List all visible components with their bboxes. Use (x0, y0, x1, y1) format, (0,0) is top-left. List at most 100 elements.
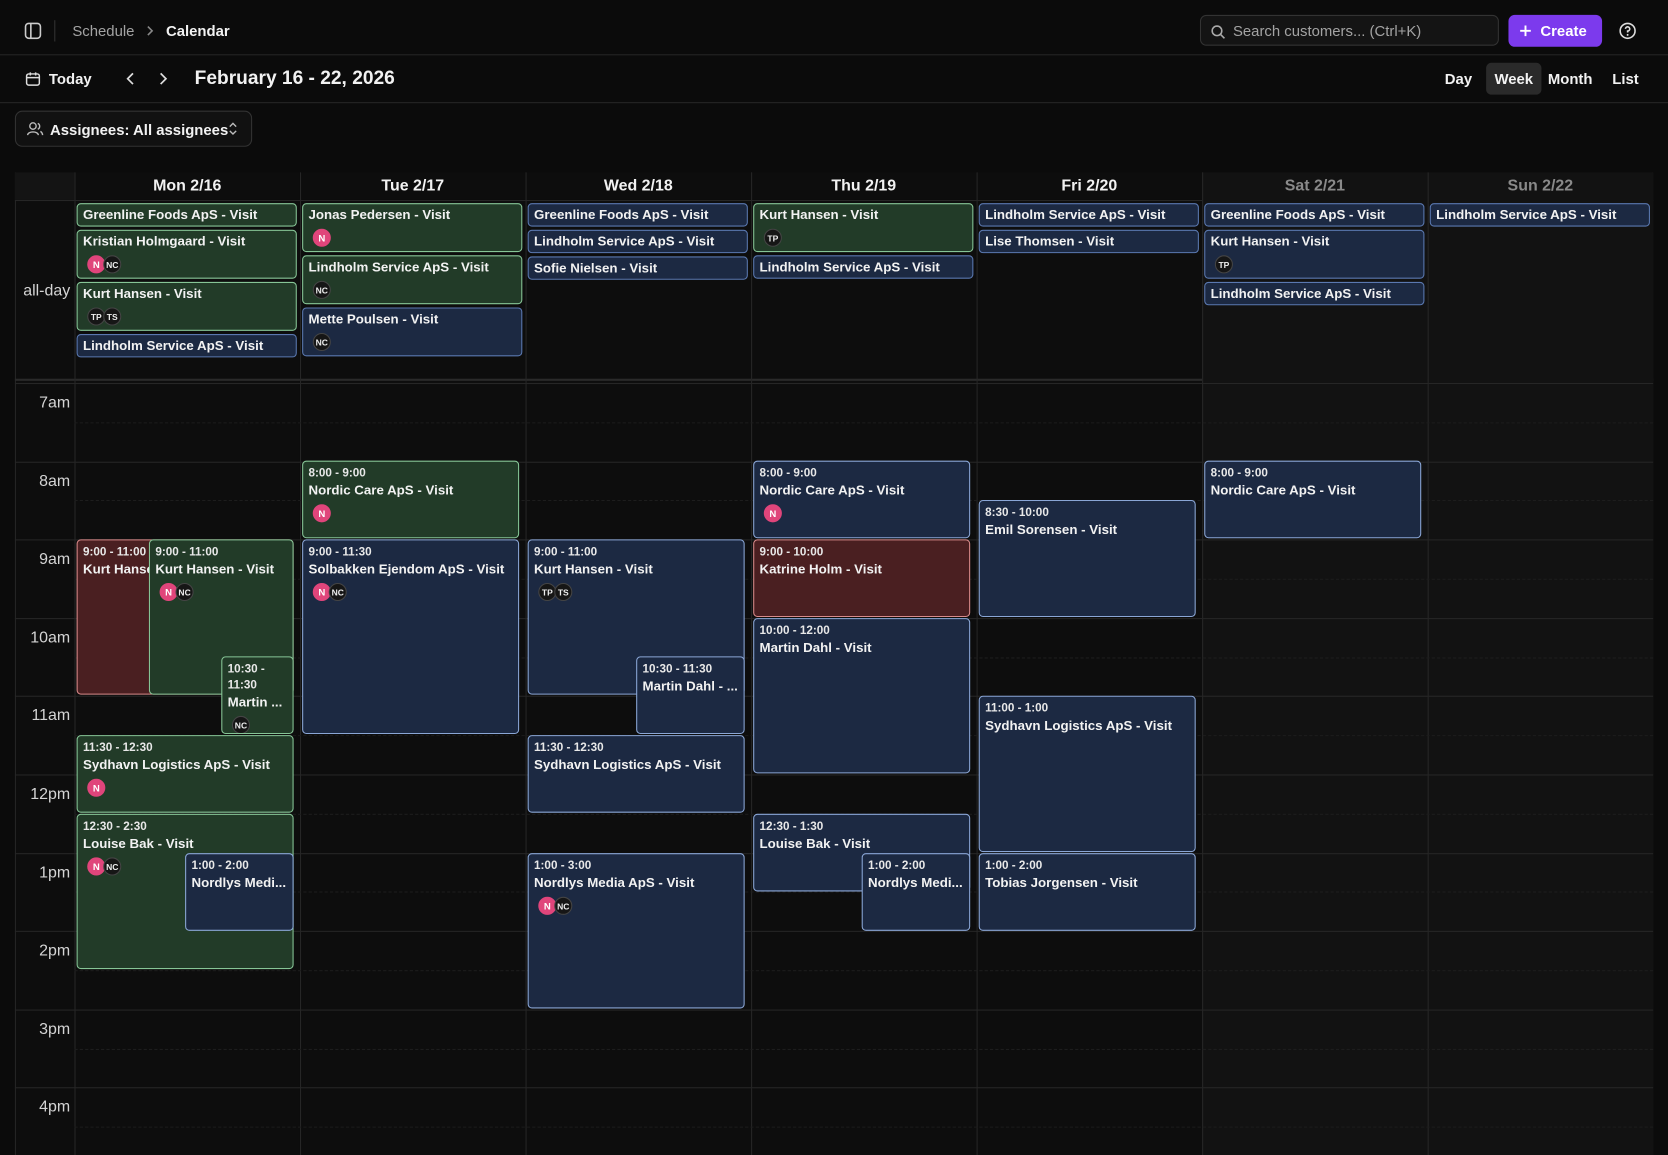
all-day-event[interactable]: Lise Thomsen - Visit (978, 229, 1199, 254)
hour-label: 10am (30, 628, 71, 647)
hour-label: 9am (39, 550, 71, 569)
prev-button[interactable] (124, 71, 137, 86)
all-day-events: Jonas Pedersen - Visit N Lindholm Service … (302, 203, 523, 357)
all-day-event[interactable]: Lindholm Service ApS - Visit (1204, 281, 1425, 306)
filter-label: Assignees: All assignees (49, 121, 229, 139)
timed-event[interactable]: 10:30 - 11:30 Martin Dahl - ... (636, 656, 745, 735)
event-title: Lindholm Service ApS - Visit (759, 259, 940, 275)
search-placeholder: Search customers... (Ctrl+K) (1232, 22, 1422, 40)
day-column (525, 172, 752, 1155)
all-day-event[interactable]: Lindholm Service ApS - Visit (76, 334, 297, 358)
create-label: Create (1540, 22, 1587, 40)
chevrons-icon (229, 122, 237, 136)
all-day-event[interactable]: Lindholm Service ApS - Visit (1429, 203, 1650, 227)
hour-line (14, 1009, 1654, 1011)
top-bar (0, 0, 1668, 56)
all-day-event[interactable]: Jonas Pedersen - Visit N (302, 203, 523, 253)
timed-event[interactable]: 8:00 - 9:00 Nordic Care ApS - Visit N (753, 460, 971, 539)
assignee-avatar: NC (175, 582, 194, 602)
all-day-event[interactable]: Mette Poulsen - Visit NC (302, 307, 523, 357)
event-title: Kristian Holmgaard - Visit (82, 234, 246, 249)
timed-event[interactable]: 11:30 - 12:30 Sydhavn Logistics ApS - Vis… (527, 735, 745, 813)
timed-event[interactable]: 11:00 - 1:00 Sydhavn Logistics ApS - Visi… (978, 695, 1196, 853)
timed-event[interactable]: 1:00 - 3:00 Nordlys Media ApS - Visit N NC (527, 853, 745, 1009)
timed-event[interactable]: 10:00 - 12:00 Martin Dahl - Visit (753, 618, 971, 774)
all-day-event[interactable]: Sofie Nielsen - Visit (527, 256, 748, 280)
event-title: Martin Dahl - Visit (759, 640, 872, 656)
search-box[interactable]: Search customers... (Ctrl+K) (1199, 14, 1499, 46)
assignee-avatar: N (87, 857, 106, 876)
hour-label: 4pm (39, 1098, 71, 1117)
timed-event[interactable]: 8:00 - 9:00 Nordic Care ApS - Visit N (302, 460, 520, 539)
date-range: February 16 - 22, 2026 (194, 67, 395, 89)
half-hour-line (74, 422, 1654, 424)
day-header: Thu 2/19 (831, 176, 897, 195)
event-title: Lindholm Service ApS - Visit (308, 259, 489, 275)
all-day-event[interactable]: Lindholm Service ApS - Visit NC (302, 255, 523, 305)
timed-event[interactable]: 1:00 - 2:00 Nordlys Medi... (185, 853, 294, 931)
hour-label: 2pm (39, 941, 71, 960)
timed-event[interactable]: 11:30 - 12:30 Sydhavn Logistics ApS - Vis… (76, 735, 294, 813)
event-title: Kurt Hansen - Visit (155, 561, 275, 577)
event-time: 10:30 - 11:30 (227, 662, 265, 692)
event-time: 9:00 - 10:00 (759, 545, 824, 559)
timed-event[interactable]: 9:00 - 11:00 Kurt Hansen - Visit TP TS (527, 539, 745, 695)
all-day-event[interactable]: Kristian Holmgaard - Visit N NC (76, 229, 297, 279)
timed-event[interactable]: 8:30 - 10:00 Emil Sorensen - Visit (978, 499, 1196, 618)
timed-event[interactable]: 8:00 - 9:00 Nordic Care ApS - Visit (1204, 460, 1422, 539)
all-day-event[interactable]: Kurt Hansen - Visit TP (753, 203, 974, 253)
event-title: Kurt Hansen - Visit (534, 561, 653, 577)
assignee-avatar: TS (103, 307, 122, 326)
help-button[interactable] (1619, 22, 1636, 40)
day-header: Sun 2/22 (1507, 176, 1574, 195)
view-day[interactable]: Day (1444, 70, 1473, 88)
assignee-avatar: N (763, 504, 782, 523)
day-column (976, 172, 1203, 1155)
next-button[interactable] (156, 71, 169, 86)
all-day-event[interactable]: Lindholm Service ApS - Visit (753, 255, 974, 279)
all-day-event[interactable]: Lindholm Service ApS - Visit (527, 229, 748, 254)
today-button[interactable]: Today (48, 70, 92, 88)
event-title: Lindholm Service ApS - Visit (534, 234, 715, 249)
event-title: Louise Bak - Visit (82, 836, 194, 852)
breadcrumb-current: Calendar (165, 22, 230, 40)
timed-event[interactable]: 10:30 - 11:30 Martin ... NC (221, 656, 294, 735)
sidebar-toggle[interactable] (24, 22, 42, 40)
event-time: 9:00 - 11:00 (534, 545, 598, 559)
day-column (299, 172, 526, 1155)
all-day-event[interactable]: Greenline Foods ApS - Visit (76, 203, 297, 227)
view-month[interactable]: Month (1547, 70, 1593, 88)
event-title: Greenline Foods ApS - Visit (1210, 207, 1385, 223)
assignee-avatar: N (87, 778, 106, 797)
event-time: 10:00 - 12:00 (759, 624, 830, 638)
all-day-event[interactable]: Greenline Foods ApS - Visit (1204, 203, 1425, 227)
assignee-avatars: N NC (538, 896, 738, 915)
timed-event[interactable]: 9:00 - 11:30 Solbakken Ejendom ApS - Visi… (302, 539, 520, 735)
timed-event[interactable]: 9:00 - 10:00 Katrine Holm - Visit (753, 539, 971, 618)
day-column (1427, 172, 1654, 1155)
all-day-event[interactable]: Lindholm Service ApS - Visit (978, 203, 1199, 227)
event-title: Nordlys Media ApS - Visit (534, 875, 695, 891)
timed-event[interactable]: 1:00 - 2:00 Tobias Jorgensen - Visit (978, 853, 1196, 931)
users-icon (26, 122, 44, 136)
event-title: Kurt Hansen - Visit (82, 286, 202, 302)
assignee-avatar: N (312, 228, 331, 247)
all-day-event[interactable]: Kurt Hansen - Visit TP (1204, 229, 1425, 279)
event-title: Greenline Foods ApS - Visit (534, 207, 709, 223)
create-button[interactable]: Create (1508, 14, 1603, 47)
all-day-events: Greenline Foods ApS - Visit Kurt Hansen -… (1204, 203, 1425, 306)
all-day-event[interactable]: Kurt Hansen - Visit TP TS (76, 281, 297, 331)
assignee-avatars: N NC (87, 255, 290, 274)
timed-event[interactable]: 1:00 - 2:00 Nordlys Medi... (861, 853, 971, 931)
day-header: Tue 2/17 (381, 176, 445, 195)
event-title: Kurt Hansen - Visit (759, 207, 879, 223)
event-time: 11:00 - 1:00 (985, 702, 1049, 715)
assignee-filter[interactable]: Assignees: All assignees (14, 110, 253, 147)
view-week[interactable]: Week (1486, 62, 1542, 95)
hour-line (14, 382, 1654, 385)
all-day-event[interactable]: Greenline Foods ApS - Visit (527, 203, 748, 227)
breadcrumb-link[interactable]: Schedule (72, 22, 135, 40)
view-list[interactable]: List (1612, 70, 1639, 88)
